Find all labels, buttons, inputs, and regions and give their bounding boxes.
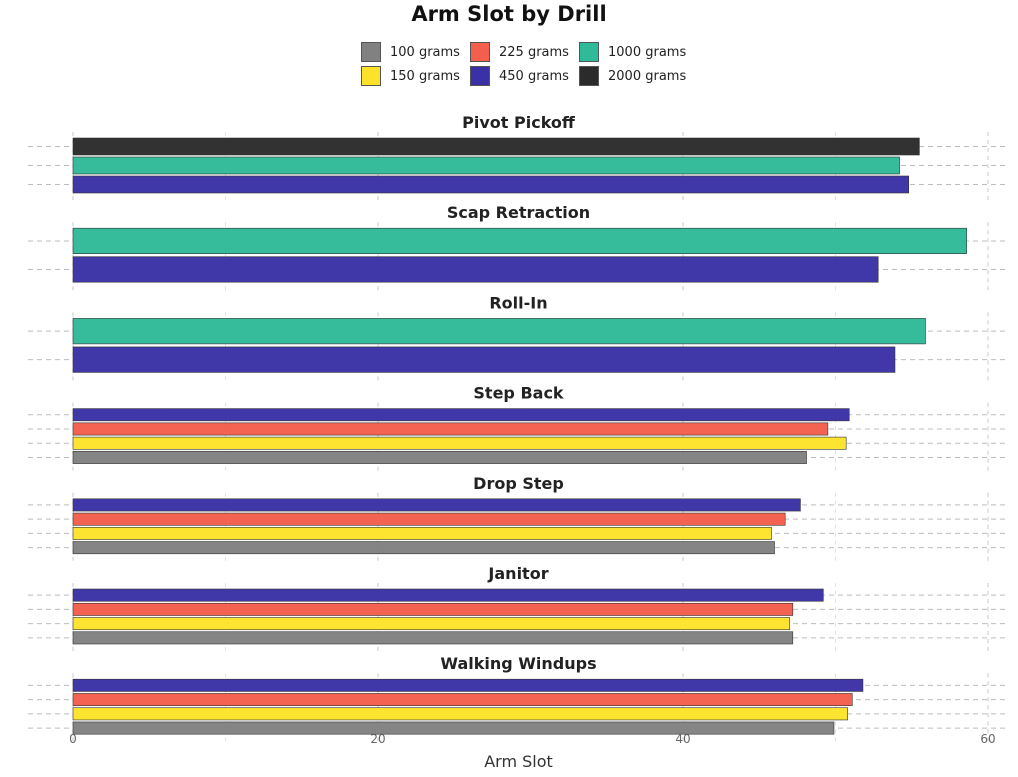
legend-label-2000-grams: 2000 grams [608, 68, 687, 84]
legend-swatch-150-grams [361, 66, 381, 86]
bar-janitor-225-grams [72, 602, 794, 616]
legend-swatch-2000-grams [579, 66, 599, 86]
bar-pivot-pickoff-1000-grams [72, 156, 900, 175]
legend-label-225-grams: 225 grams [499, 44, 569, 60]
x-tick-label-60: 60 [980, 732, 995, 746]
legend-label-1000-grams: 1000 grams [608, 44, 687, 60]
legend-label-100-grams: 100 grams [390, 44, 460, 60]
bar-walking-windups-450-grams [72, 678, 864, 692]
legend-item-450-grams: 450 grams [470, 65, 569, 87]
bar-walking-windups-100-grams [72, 721, 835, 735]
x-tick-label-0: 0 [69, 732, 77, 746]
legend-item-225-grams: 225 grams [470, 41, 569, 63]
bar-drop-step-225-grams [72, 512, 786, 526]
chart-title: Arm Slot by Drill [411, 2, 607, 26]
legend-swatch-225-grams [470, 42, 490, 62]
bar-step-back-450-grams [72, 408, 850, 422]
legend-label-450-grams: 450 grams [499, 68, 569, 84]
panel-title-drop-step: Drop Step [473, 474, 564, 493]
bar-scap-retraction-1000-grams [72, 227, 967, 254]
legend: 100 grams 150 grams 225 grams 450 grams … [361, 41, 701, 89]
x-tick-label-40: 40 [675, 732, 690, 746]
x-tick-label-20: 20 [370, 732, 385, 746]
bar-roll-in-450-grams [72, 346, 896, 373]
bar-walking-windups-225-grams [72, 693, 853, 707]
legend-item-2000-grams: 2000 grams [579, 65, 686, 87]
legend-swatch-450-grams [470, 66, 490, 86]
bar-step-back-100-grams [72, 451, 807, 464]
bar-step-back-150-grams [72, 436, 847, 450]
bar-drop-step-100-grams [72, 541, 775, 555]
bar-janitor-450-grams [72, 588, 824, 602]
bar-step-back-225-grams [72, 422, 829, 436]
legend-item-100-grams: 100 grams [361, 41, 460, 63]
bar-janitor-100-grams [72, 631, 794, 645]
bar-janitor-150-grams [72, 617, 791, 631]
x-axis-label: Arm Slot [484, 752, 553, 771]
panel-title-janitor: Janitor [487, 564, 548, 583]
panel-title-scap-retraction: Scap Retraction [447, 203, 590, 222]
panel-title-roll-in: Roll-In [489, 293, 547, 312]
legend-swatch-100-grams [361, 42, 381, 62]
panel-title-step-back: Step Back [473, 384, 564, 403]
bar-scap-retraction-450-grams [72, 256, 879, 283]
panel-title-pivot-pickoff: Pivot Pickoff [462, 113, 576, 132]
bar-walking-windups-150-grams [72, 707, 849, 721]
legend-swatch-1000-grams [579, 42, 599, 62]
legend-item-150-grams: 150 grams [361, 65, 460, 87]
legend-label-150-grams: 150 grams [390, 68, 460, 84]
bar-drop-step-150-grams [72, 526, 772, 540]
bar-pivot-pickoff-2000-grams [72, 137, 920, 156]
bar-pivot-pickoff-450-grams [72, 175, 910, 194]
legend-item-1000-grams: 1000 grams [579, 41, 686, 63]
bar-drop-step-450-grams [72, 498, 801, 512]
bar-roll-in-1000-grams [72, 318, 926, 345]
panel-title-walking-windups: Walking Windups [440, 654, 596, 673]
